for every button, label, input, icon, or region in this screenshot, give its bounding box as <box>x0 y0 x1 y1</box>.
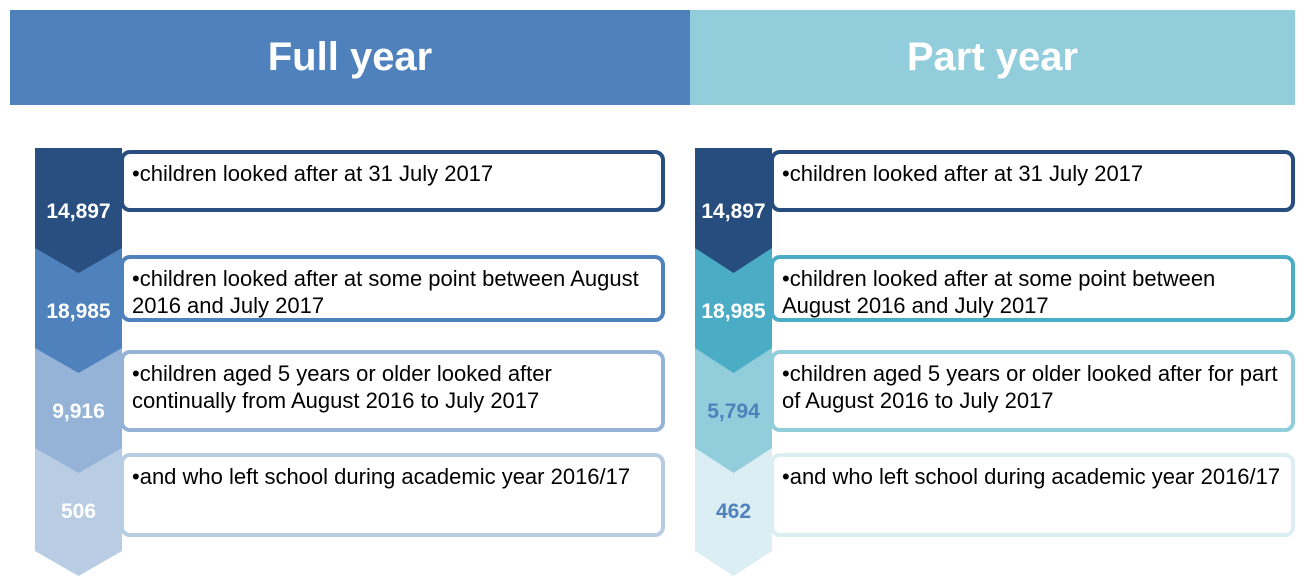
description: •and who left school during academic yea… <box>120 453 665 537</box>
description: •children aged 5 years or older looked a… <box>120 350 665 432</box>
count: 18,985 <box>46 300 111 323</box>
count: 462 <box>716 500 751 523</box>
count: 18,985 <box>701 300 766 323</box>
description: •children looked after at 31 July 2017 <box>120 150 665 212</box>
description: •children aged 5 years or older looked a… <box>770 350 1295 432</box>
chevron <box>35 448 122 576</box>
panel-title: Full year <box>10 10 690 105</box>
description: •children looked after at some point bet… <box>770 255 1295 322</box>
chevron <box>35 348 122 476</box>
description: •children looked after at some point bet… <box>120 255 665 322</box>
chevron <box>695 448 772 576</box>
panel-title: Part year <box>690 10 1295 105</box>
description: •and who left school during academic yea… <box>770 453 1295 537</box>
chevron <box>695 148 772 276</box>
count: 14,897 <box>701 200 765 223</box>
chevron <box>35 148 122 276</box>
count: 9,916 <box>52 400 105 423</box>
chevron <box>35 248 122 376</box>
count: 506 <box>61 500 96 523</box>
count: 5,794 <box>707 400 760 423</box>
description: •children looked after at 31 July 2017 <box>770 150 1295 212</box>
count: 14,897 <box>46 200 110 223</box>
chevron <box>695 248 772 376</box>
chevron <box>695 348 772 476</box>
